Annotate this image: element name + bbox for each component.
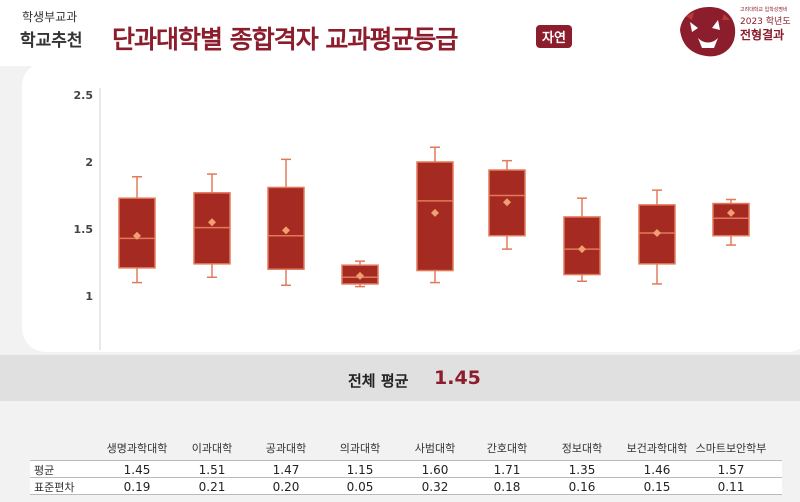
category-label: 보건과학대학 xyxy=(626,442,688,455)
table-cell-sd: 0.20 xyxy=(272,480,300,494)
table-cell-mean: 1.60 xyxy=(421,463,449,477)
category-label: 정보대학 xyxy=(561,442,603,455)
category-label: 의과대학 xyxy=(339,442,381,455)
mean-marker xyxy=(578,245,586,254)
overall-average-value: 1.45 xyxy=(434,367,481,389)
table-bottom-line xyxy=(30,494,782,495)
table-cell-mean: 1.57 xyxy=(717,463,745,477)
category-label: 스마트보안학부 xyxy=(695,442,767,455)
table-cell-sd: 0.32 xyxy=(421,480,449,494)
table-row-label-sd: 표준편차 xyxy=(34,481,75,494)
table-mid-line xyxy=(30,477,782,478)
mean-marker xyxy=(208,218,216,227)
table-cell-mean: 1.51 xyxy=(198,463,226,477)
logo-year: 2023 학년도 xyxy=(740,17,791,27)
logo-result: 전형결과 xyxy=(740,28,785,42)
table-cell-mean: 1.35 xyxy=(568,463,596,477)
table-cell-sd: 0.19 xyxy=(123,480,151,494)
table-cell-sd: 0.16 xyxy=(568,480,596,494)
table-cell-sd: 0.05 xyxy=(346,480,374,494)
table-row-label-mean: 평균 xyxy=(34,464,55,477)
table-cell-mean: 1.71 xyxy=(493,463,521,477)
table-cell-mean: 1.45 xyxy=(123,463,151,477)
table-cell-mean: 1.46 xyxy=(643,463,671,477)
logo-tiny-text: 고려대학교 입학성명비 xyxy=(740,7,788,13)
table-cell-mean: 1.15 xyxy=(346,463,374,477)
box xyxy=(416,161,454,272)
table-cell-sd: 0.18 xyxy=(493,480,521,494)
category-label: 사범대학 xyxy=(414,442,456,455)
y-tick-label: 2 xyxy=(85,156,93,169)
mean-marker xyxy=(653,229,661,238)
table-cell-mean: 1.47 xyxy=(272,463,300,477)
mean-marker xyxy=(431,208,439,217)
y-tick-label: 1 xyxy=(85,290,93,303)
tiger-logo-icon xyxy=(680,6,736,57)
category-label: 이과대학 xyxy=(191,442,233,455)
box xyxy=(712,202,750,237)
page-title: 단과대학별 종합격자 교과평균등급 xyxy=(112,25,458,54)
table-cell-sd: 0.21 xyxy=(198,480,226,494)
category-label: 간호대학 xyxy=(486,442,528,455)
category-small: 학생부교과 xyxy=(22,10,78,24)
boxplot-chart: 1 1.5 2 2.5 xyxy=(74,88,750,350)
overall-average-label: 전체 평균 xyxy=(348,372,409,390)
category-big: 학교추천 xyxy=(20,31,83,51)
mean-marker xyxy=(282,226,290,235)
mean-marker xyxy=(727,208,735,217)
table-top-line xyxy=(30,460,782,461)
box xyxy=(488,169,526,237)
table-cell-sd: 0.11 xyxy=(717,480,745,494)
header: 학생부교과 학교추천 단과대학별 종합격자 교과평균등급 자연 고려대학교 입학… xyxy=(0,0,800,66)
y-tick-label: 2.5 xyxy=(74,89,94,102)
overall-average-band xyxy=(0,355,800,401)
category-label: 생명과학대학 xyxy=(106,442,168,455)
mean-marker xyxy=(356,271,364,280)
table-cell-sd: 0.15 xyxy=(643,480,671,494)
category-label: 공과대학 xyxy=(265,442,307,455)
track-badge: 자연 xyxy=(536,25,572,48)
mean-marker xyxy=(503,198,511,207)
y-tick-label: 1.5 xyxy=(74,223,94,236)
mean-marker xyxy=(133,231,141,240)
